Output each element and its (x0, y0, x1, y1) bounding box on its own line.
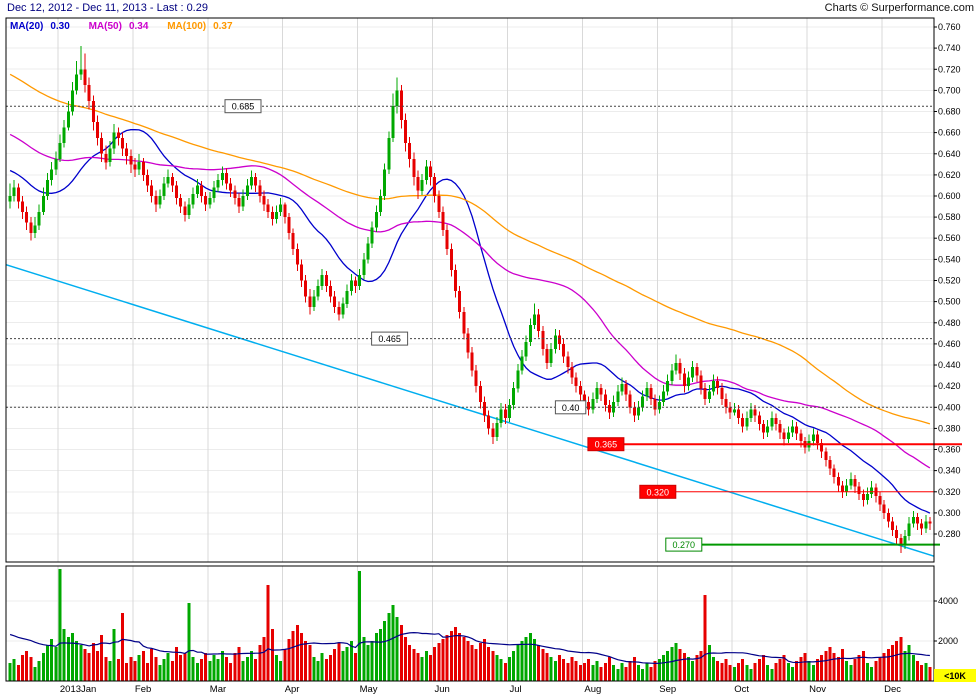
legend-ma50: MA(50) 0.34 (89, 21, 149, 32)
svg-text:0.680: 0.680 (938, 107, 961, 117)
svg-text:0.440: 0.440 (938, 360, 961, 370)
svg-text:0.660: 0.660 (938, 128, 961, 138)
ma-legend: MA(20) 0.30 MA(50) 0.34 MA(100) 0.37 (10, 21, 249, 32)
svg-text:May: May (360, 684, 378, 695)
legend-ma100: MA(100) 0.37 (167, 21, 232, 32)
ma50-value: 0.34 (128, 21, 149, 32)
svg-text:Sep: Sep (659, 684, 676, 695)
svg-text:0.740: 0.740 (938, 43, 961, 53)
panel-frames (5, 17, 935, 682)
svg-text:0.460: 0.460 (938, 339, 961, 349)
ref-label-0.270: 0.270 (665, 537, 703, 552)
volume-ma (9, 631, 930, 665)
ma50-label: MA(50) (88, 21, 122, 32)
svg-text:0.500: 0.500 (938, 297, 961, 307)
svg-text:0.365: 0.365 (595, 440, 618, 450)
volume-unit-label: <10K (934, 669, 976, 682)
svg-text:0.300: 0.300 (938, 508, 961, 518)
svg-text:0.400: 0.400 (938, 402, 961, 412)
svg-text:0.700: 0.700 (938, 85, 961, 95)
ref-label-0.365: 0.365 (587, 437, 625, 452)
legend-ma20: MA(20) 0.30 (10, 21, 70, 32)
grid-lines (6, 26, 934, 642)
svg-text:0.685: 0.685 (232, 102, 255, 112)
reference-lines: 0.685 0.465 0.40 0.365 0.320 0.270 (6, 99, 962, 552)
svg-text:<10K: <10K (944, 671, 966, 681)
ma-line-100 (9, 73, 931, 425)
svg-text:Jul: Jul (510, 684, 522, 695)
ma-line-50 (9, 133, 931, 469)
svg-text:0.270: 0.270 (673, 540, 696, 550)
ref-label-0.685: 0.685 (224, 99, 262, 114)
volume-ma-line (9, 631, 930, 665)
svg-text:Aug: Aug (584, 684, 601, 695)
ma100-value: 0.37 (213, 21, 233, 32)
svg-text:0.760: 0.760 (938, 22, 961, 32)
svg-text:0.465: 0.465 (378, 334, 401, 344)
volume-axis-labels: 4000 2000 <10K (934, 596, 976, 682)
date-range-title: Dec 12, 2012 - Dec 11, 2013 - Last : 0.2… (7, 2, 208, 14)
svg-text:0.620: 0.620 (938, 170, 961, 180)
ref-label-0.40: 0.40 (554, 400, 587, 415)
ma20-value: 0.30 (50, 21, 70, 32)
svg-text:Apr: Apr (285, 684, 300, 695)
svg-text:0.560: 0.560 (938, 233, 961, 243)
svg-text:2000: 2000 (938, 636, 958, 646)
chart-credit: Charts © Surperformance.com (824, 2, 974, 14)
price-axis-labels: 0.760 0.740 0.720 0.700 0.680 0.660 0.640 0.620… (934, 22, 961, 539)
svg-text:0.380: 0.380 (938, 423, 961, 433)
ref-label-0.465: 0.465 (371, 331, 409, 346)
svg-text:0.340: 0.340 (938, 466, 961, 476)
svg-text:Oct: Oct (734, 684, 749, 695)
svg-text:Nov: Nov (809, 684, 826, 695)
ma100-label: MA(100) (167, 21, 207, 32)
svg-text:0.40: 0.40 (562, 403, 580, 413)
svg-text:0.520: 0.520 (938, 276, 961, 286)
ref-label-0.320: 0.320 (639, 484, 677, 499)
time-axis-labels: 2013Jan Feb Mar Apr May Jun Jul Aug Sep Oct Nov Dec (60, 684, 901, 695)
ma20-label: MA(20) (10, 21, 44, 32)
svg-text:0.580: 0.580 (938, 212, 961, 222)
volume-bars (8, 569, 932, 681)
svg-text:0.280: 0.280 (938, 529, 961, 539)
svg-text:0.600: 0.600 (938, 191, 961, 201)
svg-text:Feb: Feb (135, 684, 151, 695)
svg-text:0.320: 0.320 (647, 487, 670, 497)
moving-average-lines (9, 73, 931, 514)
svg-text:Dec: Dec (884, 684, 901, 695)
month-grid-lines (57, 18, 883, 681)
svg-text:0.320: 0.320 (938, 487, 961, 497)
svg-text:2013Jan: 2013Jan (60, 684, 96, 695)
svg-text:0.640: 0.640 (938, 149, 961, 159)
svg-text:0.480: 0.480 (938, 318, 961, 328)
svg-text:0.420: 0.420 (938, 381, 961, 391)
trendline (5, 263, 935, 557)
svg-text:0.360: 0.360 (938, 445, 961, 455)
svg-text:Jun: Jun (435, 684, 450, 695)
ma-line-20 (9, 129, 931, 514)
svg-text:4000: 4000 (938, 596, 958, 606)
candlesticks (8, 46, 932, 553)
svg-text:0.540: 0.540 (938, 254, 961, 264)
svg-text:0.720: 0.720 (938, 64, 961, 74)
svg-text:Mar: Mar (210, 684, 226, 695)
